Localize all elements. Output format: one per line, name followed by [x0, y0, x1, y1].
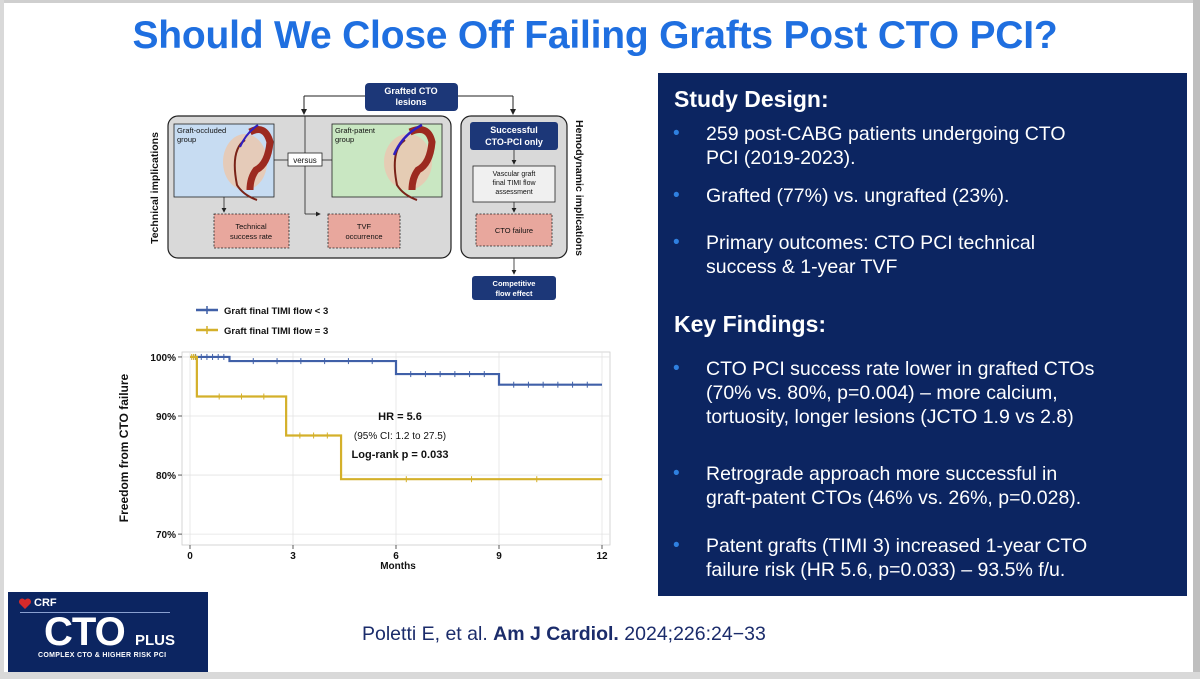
bottom-edge — [0, 672, 1200, 679]
key-findings-heading: Key Findings: — [674, 311, 827, 337]
svg-text:CTO-PCI only: CTO-PCI only — [485, 137, 543, 147]
svg-text:success rate: success rate — [230, 232, 272, 241]
x-tick-label: 0 — [187, 551, 193, 562]
left-edge — [0, 0, 4, 679]
svg-text:CTO failure: CTO failure — [495, 226, 533, 235]
logrank-annotation: Log-rank p = 0.033 — [352, 449, 449, 461]
svg-text:Vascular graft: Vascular graft — [493, 171, 536, 178]
svg-text:group: group — [335, 135, 354, 144]
bullet-dot-icon: • — [673, 535, 680, 556]
series-line-1 — [190, 355, 602, 386]
logo-divider — [20, 612, 170, 613]
technical-success-box — [213, 213, 290, 249]
x-tick-label: 12 — [596, 551, 608, 562]
svg-text:occurrence: occurrence — [345, 232, 382, 241]
vascular-box — [472, 165, 556, 203]
chart-legend: Graft final TIMI flow < 3 Graft final TI… — [196, 306, 328, 337]
legend-eq3: Graft final TIMI flow = 3 — [224, 326, 328, 337]
study-design-heading: Study Design: — [674, 86, 829, 112]
cto-failure-box — [475, 213, 553, 247]
citation-ref: 2024;226:24−33 — [624, 623, 766, 645]
y-axis-label: Freedom from CTO failure — [117, 373, 131, 522]
slide-title: Should We Close Off Failing Grafts Post … — [132, 14, 1058, 57]
citation: Poletti E, et al. Am J Cardiol. 2024;226… — [362, 623, 766, 646]
bullet-dot-icon: • — [673, 463, 680, 484]
citation-authors: Poletti E, et al. — [362, 623, 488, 645]
y-tick-label: 70% — [156, 530, 176, 541]
svg-text:final TIMI flow: final TIMI flow — [492, 180, 536, 187]
finding-bullet-2: • Retrograde approach more successful in… — [673, 463, 1082, 509]
svg-text:group: group — [177, 135, 196, 144]
competitive-box — [472, 276, 556, 300]
svg-text:flow effect: flow effect — [495, 289, 533, 298]
svg-text:Graft-patent: Graft-patent — [335, 126, 376, 135]
svg-text:TVF: TVF — [357, 222, 372, 231]
y-tick-label: 90% — [156, 412, 176, 423]
study-design-diagram: Grafted CTO lesions Technical implicatio… — [149, 83, 585, 300]
top-edge — [0, 0, 1200, 3]
legend-lt3: Graft final TIMI flow < 3 — [224, 306, 328, 317]
x-tick-label: 9 — [496, 551, 502, 562]
svg-text:Successful: Successful — [490, 125, 538, 135]
x-tick-label: 6 — [393, 551, 399, 562]
left-side-label: Technical implications — [149, 132, 161, 244]
y-tick-label: 100% — [150, 353, 176, 364]
bullet-dot-icon: • — [673, 185, 680, 206]
cto-plus-logo: CRF CTO PLUS COMPLEX CTO & HIGHER RISK P… — [8, 592, 208, 672]
svg-text:lesions: lesions — [395, 97, 426, 107]
finding-bullet-1: • CTO PCI success rate lower in grafted … — [673, 358, 1095, 428]
logo-cto: CTO — [44, 610, 126, 654]
logo-crf: CRF — [34, 597, 57, 609]
svg-text:assessment: assessment — [495, 189, 532, 196]
design-bullet-1: • 259 post-CABG patients undergoing CTO … — [673, 123, 1066, 169]
logo-subtitle: COMPLEX CTO & HIGHER RISK PCI — [38, 652, 167, 659]
summary-panel: Study Design: • 259 post-CABG patients u… — [658, 73, 1187, 596]
svg-text:Competitive: Competitive — [493, 279, 536, 288]
svg-text:Graft-occluded: Graft-occluded — [177, 126, 226, 135]
bullet-dot-icon: • — [673, 232, 680, 253]
finding-bullet-3: • Patent grafts (TIMI 3) increased 1-yea… — [673, 535, 1088, 581]
design-bullet-3: • Primary outcomes: CTO PCI technical su… — [673, 232, 1036, 278]
heart-icon — [18, 598, 32, 609]
right-side-label: Hemodynamic implications — [573, 120, 585, 256]
series-line-2 — [190, 355, 602, 481]
right-edge — [1193, 0, 1200, 679]
successful-box — [470, 122, 558, 150]
logo-plus: PLUS — [135, 632, 176, 649]
top-box — [365, 83, 458, 111]
top-box-text: Grafted CTO — [384, 86, 437, 96]
km-chart: 70% 80% 90% 100% 0 3 6 9 12 Freedom from CTO fa… — [117, 351, 611, 572]
bullet-dot-icon: • — [673, 358, 680, 379]
citation-journal: Am J Cardiol. — [493, 623, 619, 645]
ci-annotation: (95% CI: 1.2 to 27.5) — [354, 431, 446, 442]
x-axis-label: Months — [380, 561, 416, 572]
svg-text:versus: versus — [293, 156, 317, 165]
bullet-dot-icon: • — [673, 123, 680, 144]
tvf-box — [327, 213, 401, 249]
y-tick-label: 80% — [156, 471, 176, 482]
hr-annotation: HR = 5.6 — [378, 411, 422, 423]
x-tick-label: 3 — [290, 551, 296, 562]
design-bullet-2: • Grafted (77%) vs. ungrafted (23%). — [673, 185, 1010, 207]
svg-text:Technical: Technical — [235, 222, 267, 231]
